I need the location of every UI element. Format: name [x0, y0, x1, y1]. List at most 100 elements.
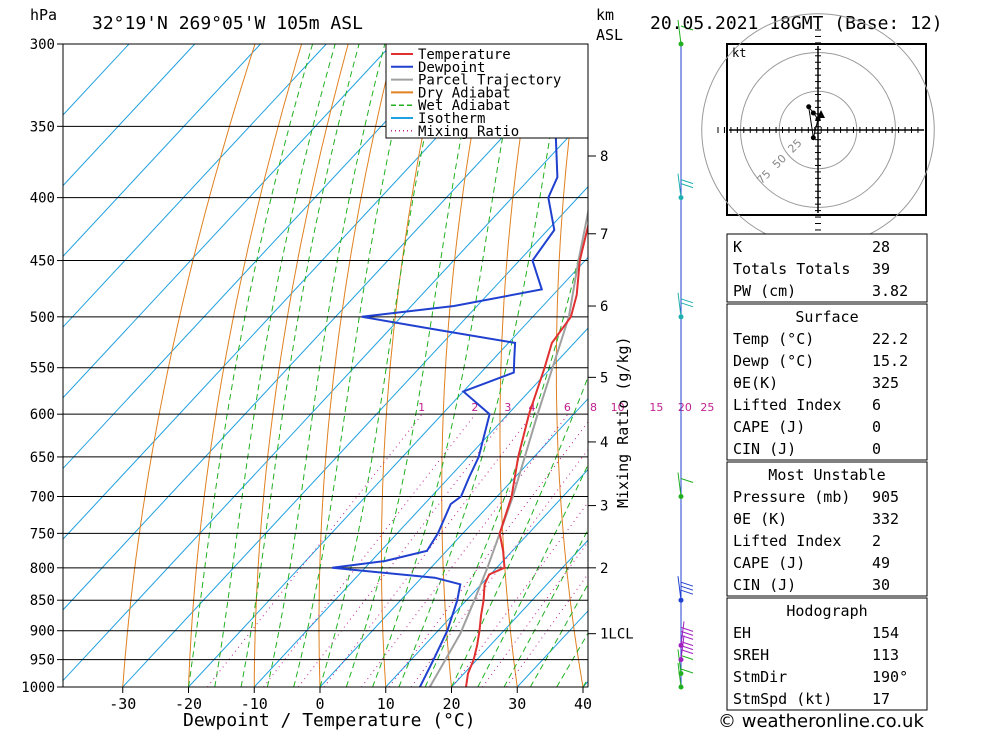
- index-row-value: 28: [872, 238, 890, 256]
- isotherm-line: [63, 44, 393, 399]
- height-tick-label: 4: [600, 435, 608, 451]
- isotherm-line: [188, 256, 588, 687]
- mixing-ratio-labels: 1 2 3 4 6 8 10 15 20 25: [418, 401, 714, 414]
- height-tick-label: 8: [600, 149, 608, 165]
- mixing-ratio-line: [207, 413, 423, 687]
- most-unstable-row-value: 905: [872, 488, 899, 506]
- mixing-ratio-line: [361, 413, 569, 687]
- pressure-tick-label: 350: [30, 119, 55, 135]
- surface-row-label: CAPE (J): [733, 418, 805, 436]
- wind-barb-flag: [680, 298, 694, 304]
- wind-barb-column: [677, 19, 694, 690]
- isotherm-line: [63, 44, 459, 470]
- isotherm-line: [63, 115, 588, 682]
- temperature-tick-label: -20: [175, 695, 202, 713]
- pressure-tick-label: 800: [30, 561, 55, 577]
- mixing-ratio-label: 10: [611, 401, 625, 414]
- dry-adiabat-line: [381, 44, 442, 687]
- wet-adiabat-line: [451, 375, 588, 687]
- legend-label: Mixing Ratio: [418, 124, 519, 140]
- pressure-tick-label: 750: [30, 526, 55, 542]
- wind-barb-staff: [680, 621, 685, 646]
- mixing-ratio-line: [388, 421, 588, 687]
- wind-barb-flag: [680, 626, 694, 632]
- background-lines: [63, 44, 588, 687]
- wind-barb-flag: [680, 478, 694, 483]
- surface-row-value: 6: [872, 396, 881, 414]
- most-unstable-row-label: CIN (J): [733, 576, 796, 594]
- mixing-ratio-label: 15: [649, 401, 663, 414]
- wind-barb-staff: [677, 173, 682, 198]
- hodograph-point: [810, 135, 816, 141]
- pressure-tick-label: 550: [30, 361, 55, 377]
- surface-row-label: Lifted Index: [733, 396, 841, 414]
- isotherm-line: [63, 44, 327, 328]
- isotherm-line: [319, 398, 588, 687]
- wind-barb-flag: [680, 649, 694, 655]
- index-row-value: 39: [872, 260, 890, 278]
- mixing-ratio-axis-label: Mixing Ratio (g/kg): [614, 336, 632, 508]
- mixing-ratio-label: 1: [418, 401, 425, 414]
- pressure-tick-label: 650: [30, 450, 55, 466]
- asl-unit-label: ASL: [596, 26, 623, 44]
- surface-title: Surface: [795, 308, 858, 326]
- mixing-ratio-label: 25: [700, 401, 714, 414]
- isotherm-line: [385, 468, 588, 687]
- surface-row-value: 0: [872, 440, 881, 458]
- legend-box: [385, 43, 589, 139]
- hodograph-stats-row-label: StmDir: [733, 668, 787, 686]
- storm-motion-marker: [817, 110, 825, 118]
- wind-barb-flag: [680, 589, 694, 595]
- mixing-ratio-label: 8: [590, 401, 597, 414]
- height-tick-label: 5: [600, 370, 608, 386]
- height-axis: 8 7 6 5 4 3 2 1LCL: [588, 149, 634, 643]
- dry-adiabat-line: [441, 44, 489, 687]
- hodograph-unit: kt: [732, 46, 746, 60]
- surface-row-value: 0: [872, 418, 881, 436]
- indices-section: [726, 461, 928, 597]
- wind-barb-staff: [677, 472, 682, 497]
- hodograph-stats-row-label: EH: [733, 624, 751, 642]
- wet-adiabat-line: [529, 583, 588, 687]
- wind-barb-flag: [680, 179, 694, 185]
- dry-adiabat-line: [499, 44, 536, 687]
- datetime-title: 20.05.2021 18GMT (Base: 12): [650, 13, 943, 34]
- wet-adiabat-line: [424, 212, 588, 687]
- wind-barb: [678, 635, 694, 663]
- wet-adiabat-line: [240, 44, 360, 687]
- most-unstable-row-value: 30: [872, 576, 890, 594]
- wind-barb: [678, 621, 694, 648]
- mixing-ratio-line: [506, 573, 588, 687]
- hodograph-stats-title: Hodograph: [786, 602, 867, 620]
- hodograph-point: [806, 104, 812, 110]
- isotherm-line: [63, 44, 196, 187]
- surface-row-value: 325: [872, 374, 899, 392]
- hodograph-stats-row-value: 17: [872, 690, 890, 708]
- pressure-tick-label: 900: [30, 624, 55, 640]
- wind-barb: [677, 19, 694, 47]
- height-tick-label: 7: [600, 227, 608, 243]
- legend-label: Wet Adiabat: [418, 98, 511, 114]
- temperature-tick-label: 0: [315, 695, 324, 713]
- wet-adiabat-line: [503, 528, 588, 687]
- wind-barb-flag: [680, 585, 694, 591]
- credit-text: © weatheronline.co.uk: [718, 711, 924, 732]
- wet-adiabat-line: [266, 44, 386, 687]
- surface-row-label: θE(K): [733, 374, 778, 392]
- temperature-line: [465, 222, 588, 687]
- legend-label: Dry Adiabat: [418, 85, 511, 101]
- mixing-ratio-label: 6: [564, 401, 571, 414]
- wind-barb-staff: [677, 576, 682, 601]
- most-unstable-row-value: 332: [872, 510, 899, 528]
- hodograph-stats-row-label: StmSpd (kt): [733, 690, 832, 708]
- surface-row-value: 15.2: [872, 352, 908, 370]
- wind-barb-flag: [680, 634, 694, 640]
- hodograph-stats-row-value: 190°: [872, 668, 908, 686]
- wind-barb: [677, 472, 694, 500]
- surface-row-label: Temp (°C): [733, 330, 814, 348]
- profile-lines: [332, 44, 588, 687]
- wind-barb-flag: [680, 25, 694, 31]
- indices-section: [726, 233, 928, 303]
